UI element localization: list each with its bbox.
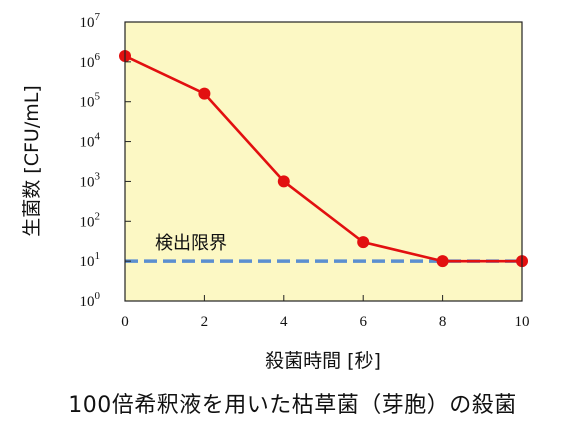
y-tick-label: 102	[80, 210, 101, 230]
y-tick-label: 105	[80, 91, 101, 111]
data-point	[436, 255, 449, 268]
data-point	[277, 175, 290, 188]
x-tick-label: 4	[280, 314, 288, 330]
y-tick-label: 107	[80, 11, 101, 31]
series-line	[124, 54, 522, 263]
x-axis-title: 殺菌時間 [秒]	[265, 350, 381, 372]
x-tick-label: 6	[359, 314, 367, 330]
x-tick-label: 0	[121, 314, 129, 330]
figure-caption: 100倍希釈液を用いた枯草菌（芽胞）の殺菌	[68, 393, 517, 418]
y-tick-label: 103	[80, 170, 101, 190]
y-tick-label: 100	[80, 290, 101, 310]
plot-frame	[124, 21, 523, 302]
threshold-label: 検出限界	[155, 233, 227, 254]
y-axis-title: 生菌数 [CFU/mL]	[21, 85, 43, 236]
x-tick-label: 10	[515, 314, 530, 330]
x-tick-label: 8	[439, 314, 447, 330]
y-tick-label: 104	[80, 131, 101, 151]
y-tick-label: 106	[80, 51, 101, 71]
data-point	[198, 87, 211, 100]
plot-area	[125, 22, 522, 301]
x-tick-label: 2	[201, 314, 209, 330]
y-tick-label: 101	[80, 250, 101, 270]
data-point	[357, 236, 370, 249]
chart: 0 2 4 6 8 10 100 101 102 103 104 105 106 107 検出限界 殺菌…	[21, 11, 530, 372]
